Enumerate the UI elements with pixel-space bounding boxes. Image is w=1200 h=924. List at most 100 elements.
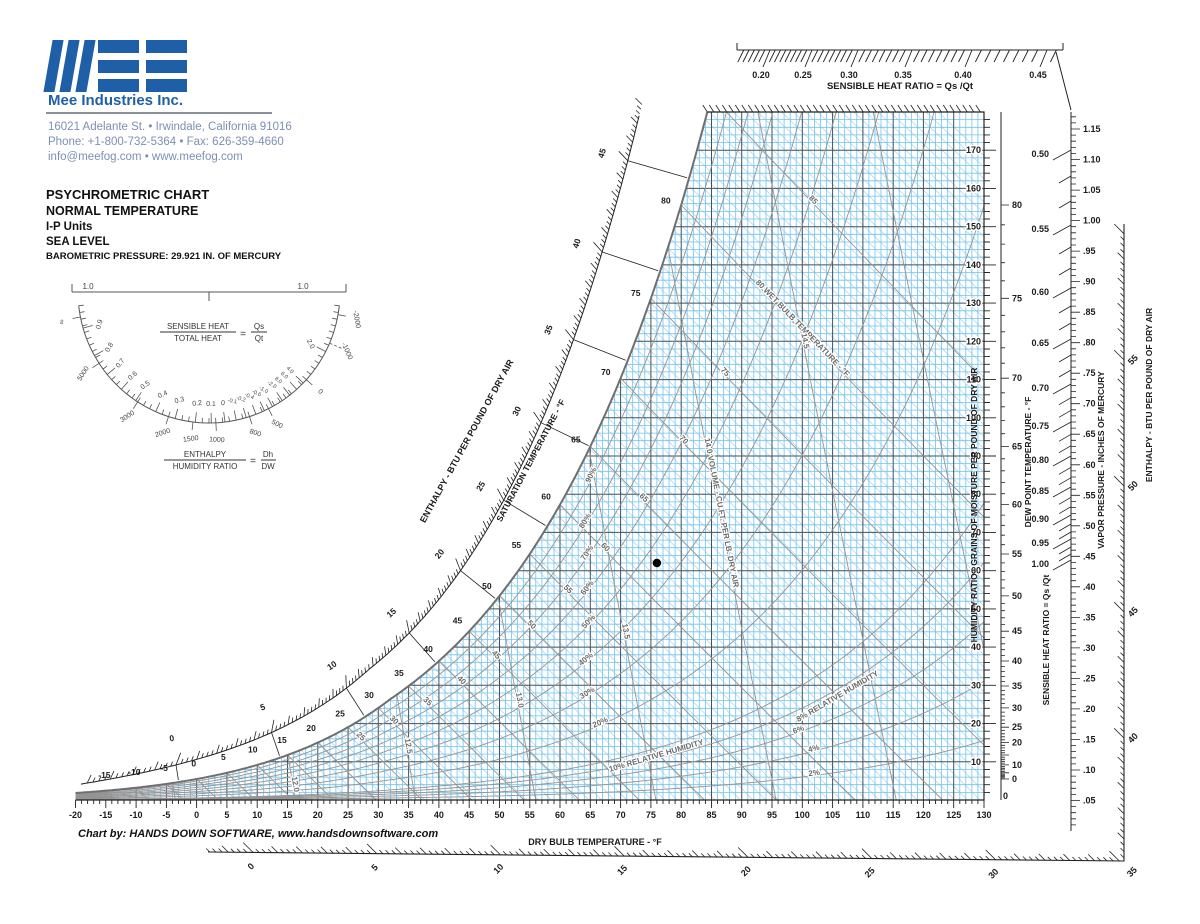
svg-text:50: 50 [971,604,981,614]
svg-text:105: 105 [825,810,840,820]
mee-logo [43,40,187,92]
svg-text:0.85: 0.85 [1031,486,1049,496]
svg-text:0.70: 0.70 [1031,383,1049,393]
svg-text:40: 40 [1126,731,1140,745]
svg-text:0: 0 [220,400,225,407]
svg-text:0: 0 [1012,774,1017,784]
svg-text:35: 35 [404,810,414,820]
svg-text:0.25: 0.25 [794,70,812,80]
state-point-marker [652,558,662,568]
svg-text:5: 5 [369,862,380,873]
svg-text:140: 140 [966,260,981,270]
svg-text:Qt: Qt [255,334,264,343]
svg-text:65: 65 [571,435,581,445]
svg-text:-2000: -2000 [351,310,361,329]
svg-text:120: 120 [916,810,931,820]
svg-text:0.2: 0.2 [192,400,203,408]
chart-units: I-P Units [46,221,93,233]
svg-text:-0.4: -0.4 [244,392,255,401]
svg-text:60%: 60% [579,579,596,597]
svg-text:0.90: 0.90 [1031,514,1049,524]
svg-text:80: 80 [661,195,671,205]
svg-text:0.3: 0.3 [174,396,185,405]
svg-text:-2.0: -2.0 [266,380,277,390]
company-name: Mee Industries Inc. [48,92,184,109]
svg-text:0.7: 0.7 [115,357,127,369]
svg-text:ENTHALPY - BTU PER POUND OF DR: ENTHALPY - BTU PER POUND OF DRY AIR [1144,308,1154,482]
svg-text:30: 30 [1012,703,1022,713]
svg-text:.70: .70 [1083,399,1096,409]
svg-text:30: 30 [986,867,1000,881]
svg-text:-20: -20 [69,810,82,820]
svg-text:15: 15 [282,810,292,820]
svg-text:12.0: 12.0 [290,776,302,793]
svg-text:60: 60 [1012,500,1022,510]
svg-text:1.0: 1.0 [82,282,94,291]
company-email-web: info@meefog.com • www.meefog.com [48,151,243,163]
svg-text:20: 20 [433,547,447,561]
svg-text:SATURATION TEMPERATURE - °F: SATURATION TEMPERATURE - °F [494,398,567,524]
svg-text:25: 25 [474,479,488,493]
svg-text:0: 0 [194,810,199,820]
svg-text:20%: 20% [591,715,609,730]
svg-text:5: 5 [224,810,229,820]
svg-text:70: 70 [601,367,611,377]
chart-barometric-pressure: BAROMETRIC PRESSURE: 29.921 IN. OF MERCU… [46,251,282,262]
svg-text:70%: 70% [579,544,596,562]
svg-text:35: 35 [394,668,404,678]
svg-text:40: 40 [423,644,433,654]
svg-text:1.00: 1.00 [1031,559,1049,569]
svg-text:.35: .35 [1083,612,1096,622]
svg-text:0.1: 0.1 [206,401,216,408]
svg-text:80: 80 [1012,200,1022,210]
svg-text:40: 40 [570,237,583,249]
svg-text:75: 75 [646,810,656,820]
svg-text:20: 20 [313,810,323,820]
svg-text:15: 15 [384,606,398,620]
svg-text:0.65: 0.65 [1031,338,1049,348]
svg-text:20: 20 [739,864,753,878]
svg-text:65: 65 [1012,441,1022,451]
svg-text:DEW POINT TEMPERATURE - °F: DEW POINT TEMPERATURE - °F [1023,397,1033,528]
svg-text:40: 40 [434,810,444,820]
logo-e1-icon [98,40,139,92]
svg-text:5: 5 [259,701,267,712]
svg-text:.15: .15 [1083,734,1096,744]
svg-text:115: 115 [886,810,901,820]
svg-text:800: 800 [249,428,262,438]
svg-text:10: 10 [491,862,505,876]
svg-text:30: 30 [510,404,523,417]
svg-text:15: 15 [277,735,287,745]
svg-text:.25: .25 [1083,673,1096,683]
svg-text:2.0: 2.0 [305,338,316,350]
svg-text:120: 120 [966,336,981,346]
svg-text:14.0 VOLUME - CU.FT. PER LB. D: 14.0 VOLUME - CU.FT. PER LB. DRY AIR [702,437,740,588]
svg-text:130: 130 [966,298,981,308]
svg-text:150: 150 [966,222,981,232]
svg-text:Dh: Dh [263,450,273,459]
svg-text:.45: .45 [1083,551,1096,561]
svg-text:10: 10 [325,658,339,672]
svg-text:.05: .05 [1083,795,1096,805]
svg-text:35: 35 [542,323,555,336]
svg-text:∞: ∞ [58,319,66,325]
svg-text:45: 45 [1126,605,1140,619]
chart-subtitle-temperature: NORMAL TEMPERATURE [46,204,199,218]
svg-text:110: 110 [966,375,981,385]
svg-text:55: 55 [525,810,535,820]
svg-text:0.95: 0.95 [1031,538,1049,548]
svg-text:20: 20 [1012,738,1022,748]
svg-text:0.20: 0.20 [752,70,770,80]
svg-text:14.5: 14.5 [799,332,811,350]
logo-e2-icon [146,40,187,92]
svg-text:160: 160 [966,183,981,193]
svg-text:50: 50 [1126,479,1140,493]
svg-text:0.4: 0.4 [157,390,169,400]
svg-text:SENSIBLE HEAT: SENSIBLE HEAT [167,322,229,331]
svg-text:-10: -10 [130,810,143,820]
svg-text:45: 45 [1012,626,1022,636]
svg-text:2%: 2% [808,768,821,778]
svg-text:10: 10 [1012,760,1022,770]
svg-text:10: 10 [252,810,262,820]
svg-text:1.00: 1.00 [1083,216,1101,226]
